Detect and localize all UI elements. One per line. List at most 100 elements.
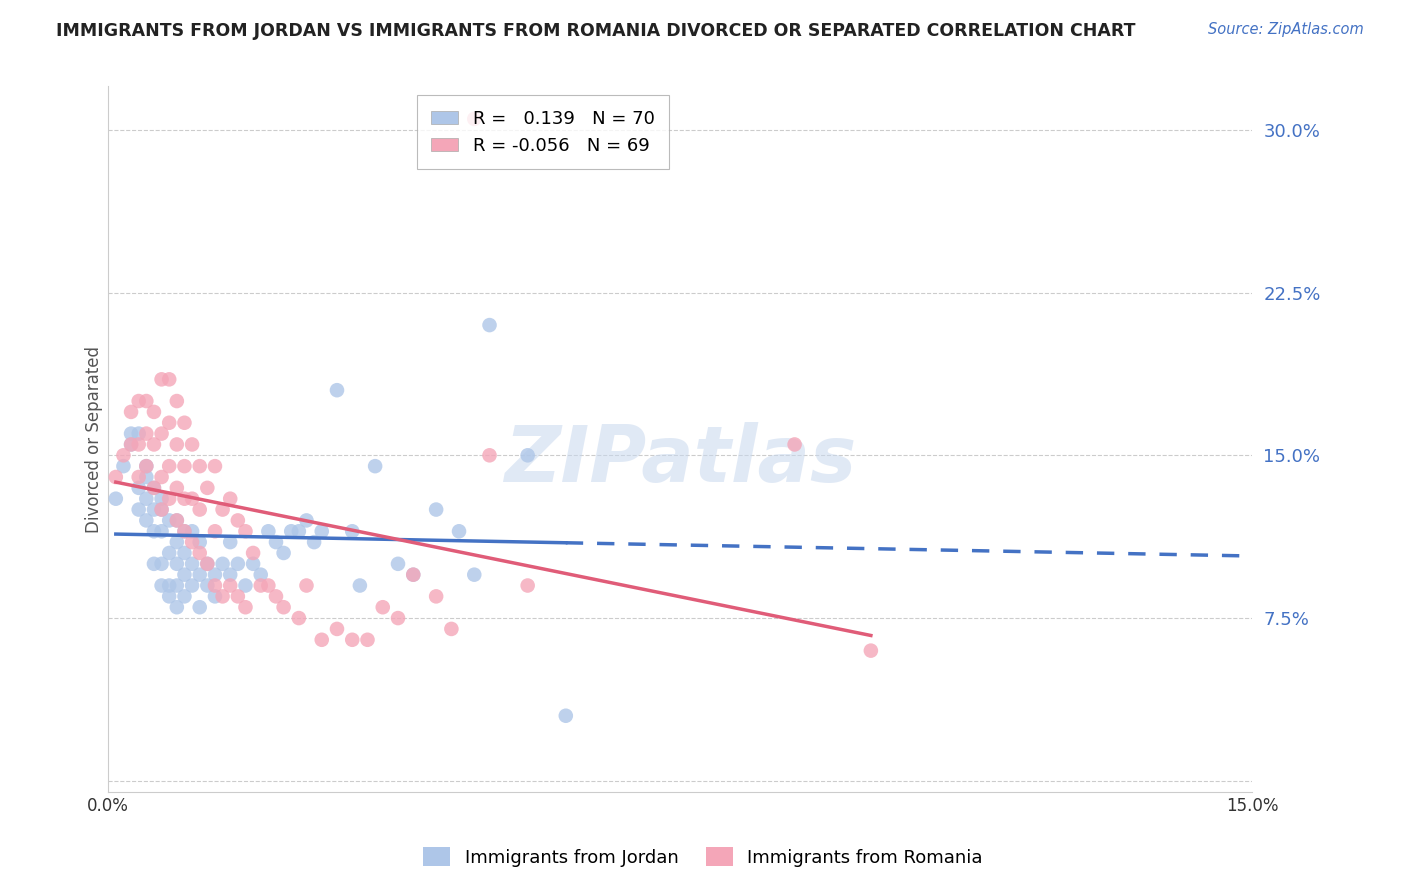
Point [211,590,233,604]
Text: IMMIGRANTS FROM JORDAN VS IMMIGRANTS FROM ROMANIA DIVORCED OR SEPARATED CORRELAT: IMMIGRANTS FROM JORDAN VS IMMIGRANTS FRO… [56,22,1136,40]
Point [150,470,173,484]
Point [166,394,188,409]
Point [181,557,204,571]
Point [166,513,188,527]
Point [302,535,325,549]
Point [463,112,485,126]
Point [173,546,195,560]
Point [166,600,188,615]
Point [150,557,173,571]
Point [173,567,195,582]
Point [295,578,318,592]
Point [425,502,447,516]
Point [188,567,211,582]
Point [142,481,165,495]
Point [516,578,538,592]
Point [142,437,165,451]
Point [128,437,150,451]
Point [135,470,157,484]
Legend: Immigrants from Jordan, Immigrants from Romania: Immigrants from Jordan, Immigrants from … [416,840,990,874]
Point [128,470,150,484]
Point [280,524,302,539]
Point [112,448,135,462]
Point [173,590,195,604]
Point [173,416,195,430]
Point [157,459,180,474]
Point [112,459,135,474]
Point [204,590,226,604]
Point [478,448,501,462]
Point [211,557,233,571]
Point [188,535,211,549]
Point [478,318,501,332]
Point [128,502,150,516]
Point [516,448,538,462]
Point [195,557,218,571]
Point [242,557,264,571]
Point [311,524,333,539]
Point [157,546,180,560]
Point [166,513,188,527]
Point [195,481,218,495]
Point [226,557,249,571]
Point [371,600,394,615]
Point [859,643,882,657]
Point [120,405,142,419]
Point [142,524,165,539]
Point [188,546,211,560]
Point [219,567,242,582]
Point [150,502,173,516]
Point [387,557,409,571]
Point [181,578,204,592]
Point [249,578,271,592]
Point [128,481,150,495]
Point [157,372,180,386]
Point [166,535,188,549]
Point [135,513,157,527]
Point [447,524,470,539]
Point [235,524,257,539]
Point [195,578,218,592]
Point [219,535,242,549]
Point [188,459,211,474]
Point [181,491,204,506]
Point [204,459,226,474]
Point [349,578,371,592]
Point [264,535,287,549]
Point [387,611,409,625]
Text: ZIPatlas: ZIPatlas [505,422,856,499]
Point [166,437,188,451]
Point [157,491,180,506]
Point [554,708,576,723]
Point [440,622,463,636]
Point [257,578,280,592]
Point [166,481,188,495]
Point [150,502,173,516]
Point [181,535,204,549]
Point [166,578,188,592]
Point [402,567,425,582]
Point [157,416,180,430]
Point [104,470,127,484]
Point [288,611,311,625]
Point [356,632,378,647]
Point [326,622,349,636]
Point [142,481,165,495]
Point [204,578,226,592]
Point [326,383,349,397]
Point [120,437,142,451]
Point [128,394,150,409]
Point [157,513,180,527]
Point [166,557,188,571]
Point [235,600,257,615]
Point [342,632,364,647]
Point [364,459,387,474]
Point [425,590,447,604]
Point [264,590,287,604]
Point [311,632,333,647]
Point [128,426,150,441]
Point [295,513,318,527]
Point [157,590,180,604]
Point [288,524,311,539]
Point [219,578,242,592]
